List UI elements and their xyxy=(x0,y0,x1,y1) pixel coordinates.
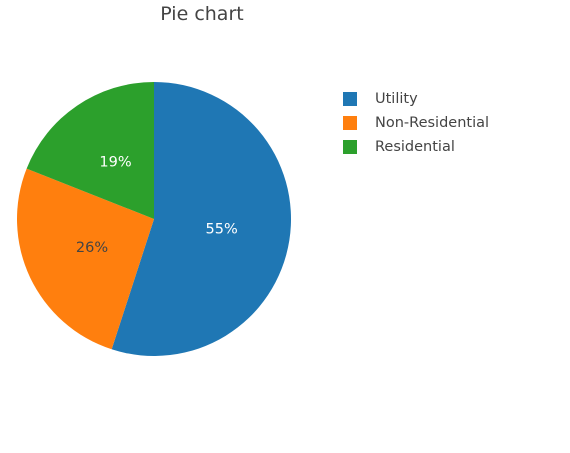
pie-slice-labels: 55% 26% 19% xyxy=(76,154,238,256)
pie-slice-utility xyxy=(111,81,292,356)
pie-slice-label-residential: 19% xyxy=(99,154,131,170)
pie-slice-label-non-residential: 26% xyxy=(76,240,108,256)
legend-label-utility: Utility xyxy=(375,91,418,107)
pie-slices xyxy=(17,81,292,356)
chart-title: Pie chart xyxy=(160,3,243,25)
legend-swatch-non-residential xyxy=(343,116,357,130)
legend-item-non-residential[interactable]: Non-Residential xyxy=(343,115,489,131)
legend-swatch-residential xyxy=(343,140,357,154)
pie-slice-residential xyxy=(26,81,154,219)
legend-item-utility[interactable]: Utility xyxy=(343,91,418,107)
pie-slice-label-utility: 55% xyxy=(206,222,238,238)
legend-label-residential: Residential xyxy=(375,139,455,155)
legend-item-residential[interactable]: Residential xyxy=(343,139,455,155)
legend-swatch-utility xyxy=(343,92,357,106)
legend: Utility Non-Residential Residential xyxy=(343,91,489,155)
pie-slice-non-residential xyxy=(17,168,154,350)
legend-label-non-residential: Non-Residential xyxy=(375,115,489,131)
